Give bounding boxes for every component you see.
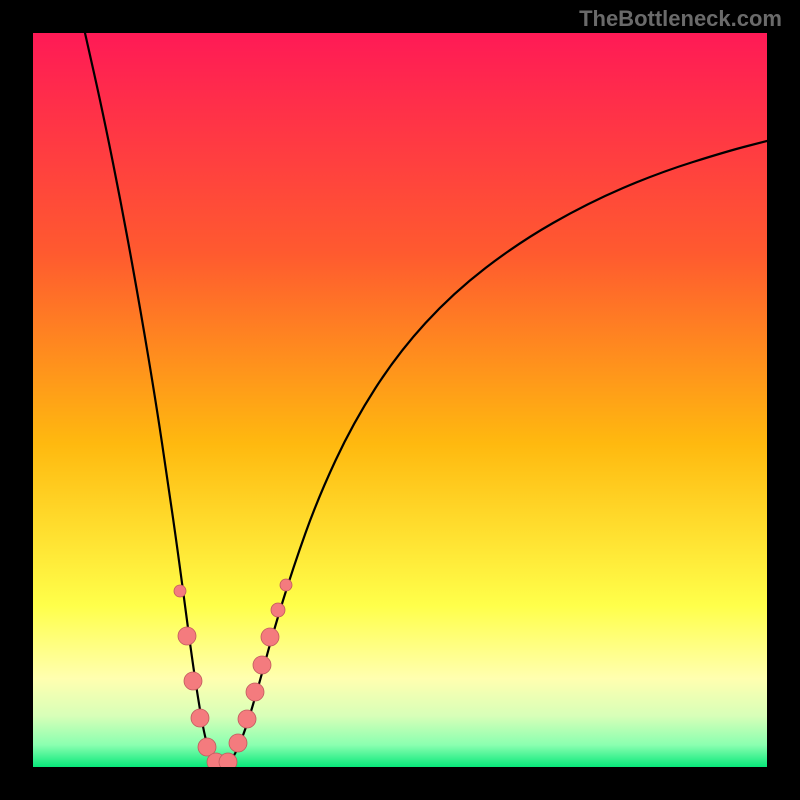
bead-point	[178, 627, 196, 645]
bead-point	[253, 656, 271, 674]
bead-point	[229, 734, 247, 752]
plot-area	[33, 33, 767, 767]
bead-point	[238, 710, 256, 728]
plot-svg	[33, 33, 767, 767]
bead-point	[174, 585, 186, 597]
watermark-text: TheBottleneck.com	[579, 6, 782, 32]
bead-point	[191, 709, 209, 727]
bead-point	[271, 603, 285, 617]
curve-right-branch	[222, 141, 767, 767]
curve-left-branch	[85, 33, 222, 767]
bead-point	[280, 579, 292, 591]
bead-point	[261, 628, 279, 646]
bead-point	[246, 683, 264, 701]
bead-point	[184, 672, 202, 690]
bead-point	[219, 753, 237, 767]
chart-frame: TheBottleneck.com	[0, 0, 800, 800]
